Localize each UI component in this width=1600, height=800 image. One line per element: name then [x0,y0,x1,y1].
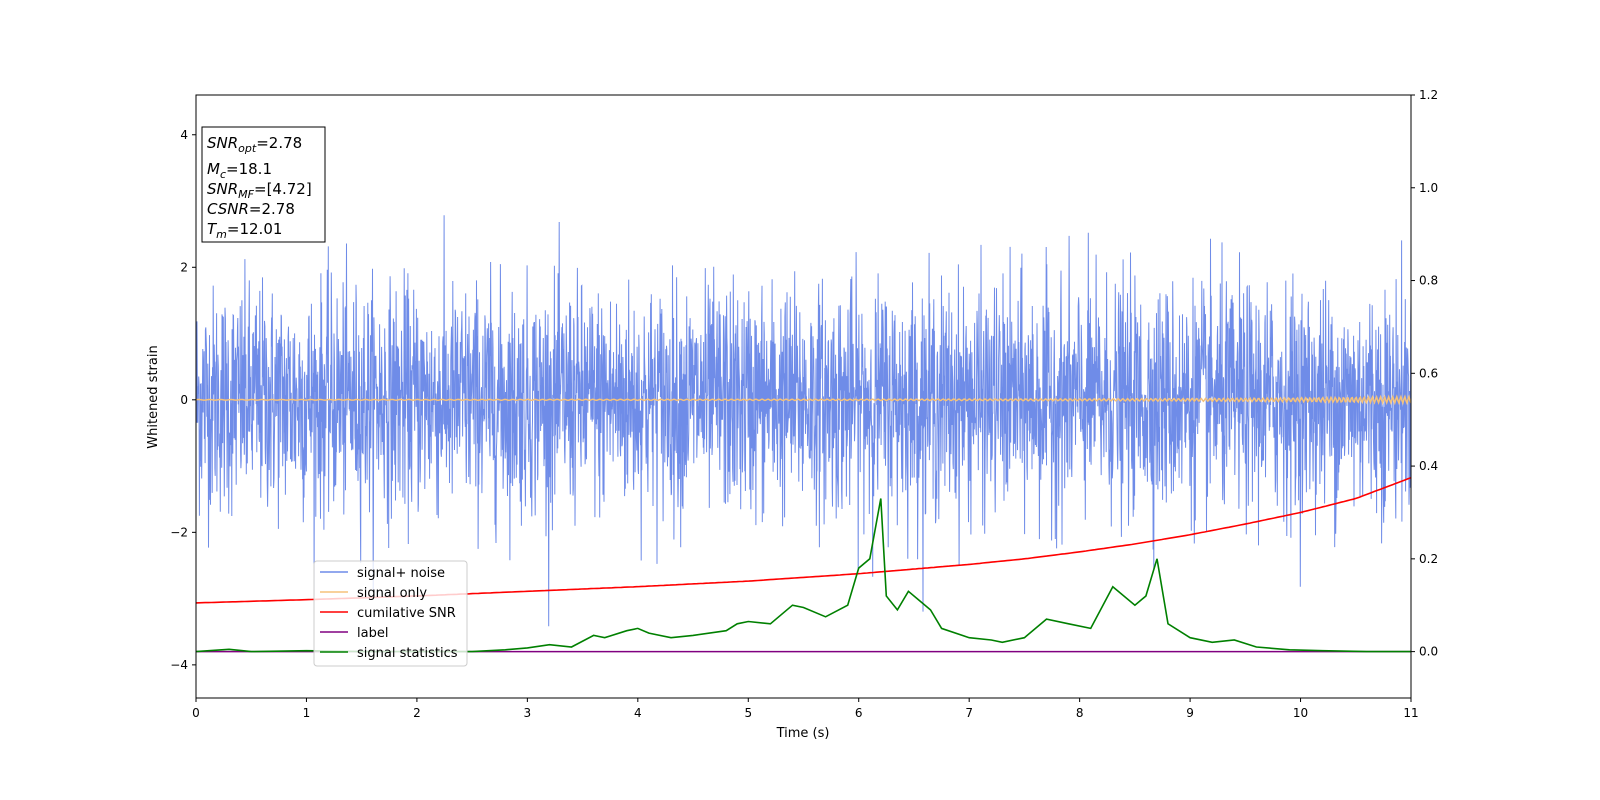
legend-item-cumulative-snr: cumilative SNR [320,606,456,621]
legend-label-signal-noise: signal+ noise [357,566,445,581]
x-tick-label: 8 [1076,706,1084,720]
legend-label-signal-only: signal only [357,586,427,601]
annotation-csnr: CSNR=2.78 [207,200,295,218]
legend-box [313,560,468,667]
legend-label-cumulative-snr: cumilative SNR [357,606,456,621]
y2-tick-label: 0.6 [1419,366,1438,380]
legend-item-signal-noise: signal+ noise [320,566,445,581]
legend-item-signal-statistics: signal statistics [320,646,458,661]
y-axis-ticks-right: 0.0 0.2 0.4 0.6 0.8 1.0 1.2 [1411,88,1438,659]
y-axis-ticks-left: −4 −2 0 2 4 [170,128,196,672]
y-tick-label: 2 [180,260,188,274]
y2-tick-label: 1.0 [1419,181,1438,195]
signal-statistics-series [196,498,1411,653]
signal-noise-line [196,215,1411,627]
signal-only-line [196,394,1411,406]
signal-noise-series [196,215,1411,627]
x-tick-label: 5 [744,706,752,720]
annotation-tm: Tm=12.01 [207,220,282,241]
x-tick-label: 6 [855,706,863,720]
y2-tick-label: 0.0 [1419,645,1438,659]
annotation-mc: Mc=18.1 [207,160,272,181]
legend-item-label: label [320,626,388,641]
y-tick-label: 4 [180,128,188,142]
signal-only-series [196,394,1411,406]
x-tick-label: 3 [524,706,532,720]
annotation-snr-opt: SNRopt=2.78 [207,134,302,155]
x-axis-ticks: 0 1 2 3 4 5 6 7 8 9 10 11 [192,698,1419,720]
y-tick-label: 0 [180,393,188,407]
x-tick-label: 11 [1403,706,1418,720]
x-tick-label: 7 [965,706,973,720]
x-tick-label: 1 [303,706,311,720]
y2-tick-label: 1.2 [1419,88,1438,102]
x-tick-label: 0 [192,706,200,720]
x-tick-label: 10 [1293,706,1308,720]
y-tick-label: −4 [170,658,188,672]
y2-tick-label: 0.4 [1419,459,1438,473]
legend-label-label: label [357,626,388,641]
legend-label-signal-statistics: signal statistics [357,646,458,661]
legend: signal+ noise signal only cumilative SNR… [313,560,468,667]
axes-frame [195,94,1412,699]
y2-tick-label: 0.8 [1419,274,1438,288]
x-tick-label: 9 [1186,706,1194,720]
signal-statistics-line [196,498,1411,653]
x-axis-label: Time (s) [776,726,830,741]
parameter-annotation-box: SNRopt=2.78 Mc=18.1 SNRMF=[4.72] CSNR=2.… [201,126,326,243]
legend-item-signal-only: signal only [320,586,427,601]
y-axis-label: Whitened strain [146,345,161,448]
annotation-snr-mf: SNRMF=[4.72] [207,180,312,201]
x-tick-label: 4 [634,706,642,720]
x-tick-label: 2 [413,706,421,720]
y2-tick-label: 0.2 [1419,552,1438,566]
y-tick-label: −2 [170,525,188,539]
